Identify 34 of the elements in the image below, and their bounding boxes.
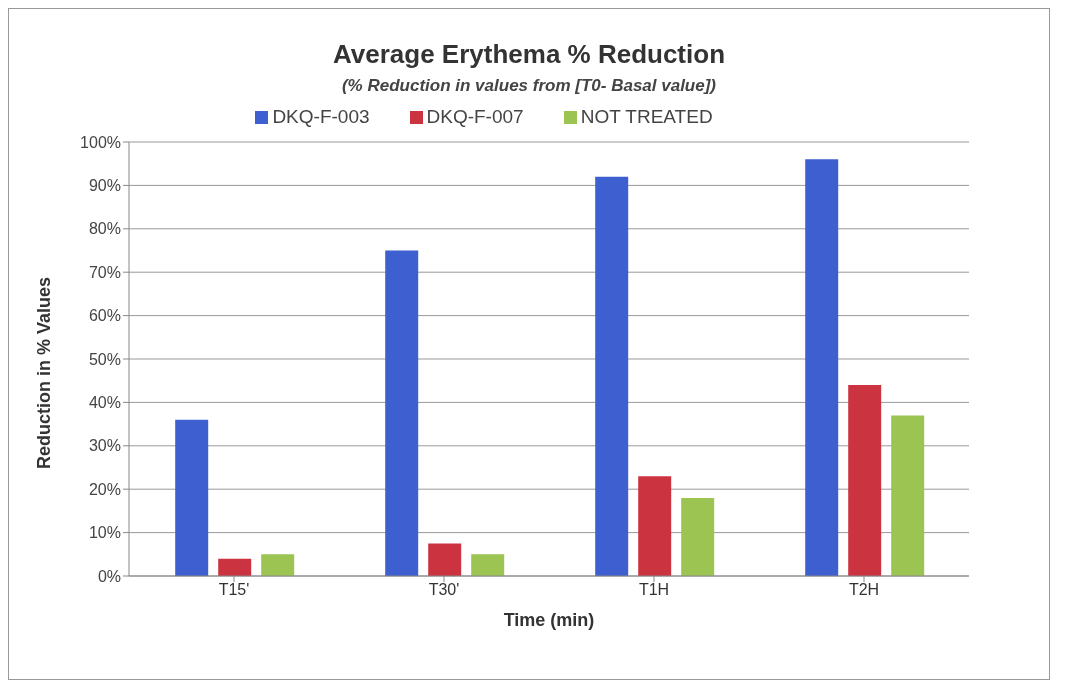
bar	[681, 497, 715, 576]
bar	[891, 415, 925, 576]
y-tick-label: 40%	[88, 394, 121, 412]
y-tick-label: 100%	[80, 133, 121, 151]
y-tick-label: 20%	[88, 480, 121, 498]
legend-label: DKQ-F-007	[426, 106, 524, 127]
x-axis-title: Time (min)	[503, 610, 595, 630]
y-tick-label: 50%	[88, 350, 121, 368]
bar	[805, 159, 839, 576]
y-tick-label: 0%	[97, 567, 121, 585]
y-tick-label: 10%	[88, 524, 121, 542]
x-tick-label: T2H	[848, 581, 880, 599]
y-tick-label: 30%	[88, 437, 121, 455]
chart-subtitle: (% Reduction in values from [T0- Basal value])	[340, 76, 718, 96]
y-tick-label: 80%	[88, 220, 121, 238]
y-tick-label: 90%	[88, 177, 121, 195]
bar	[595, 176, 629, 576]
x-tick-label: T15'	[218, 581, 250, 599]
chart-title: Average Erythema % Reduction	[331, 39, 726, 70]
bar	[175, 419, 209, 576]
bar	[428, 543, 462, 576]
legend-label: NOT TREATED	[580, 106, 713, 127]
bar	[638, 476, 672, 576]
bar	[848, 385, 882, 576]
x-tick-label: T1H	[638, 581, 670, 599]
y-axis-title: Reduction in % Values	[34, 276, 55, 469]
bar	[385, 250, 419, 576]
bar	[471, 554, 505, 576]
bar	[218, 558, 252, 576]
y-tick-label: 70%	[88, 263, 121, 281]
legend-label: DKQ-F-003	[272, 106, 370, 127]
x-tick-label: T30'	[428, 581, 460, 599]
y-tick-label: 60%	[88, 307, 121, 325]
bar	[261, 554, 295, 576]
